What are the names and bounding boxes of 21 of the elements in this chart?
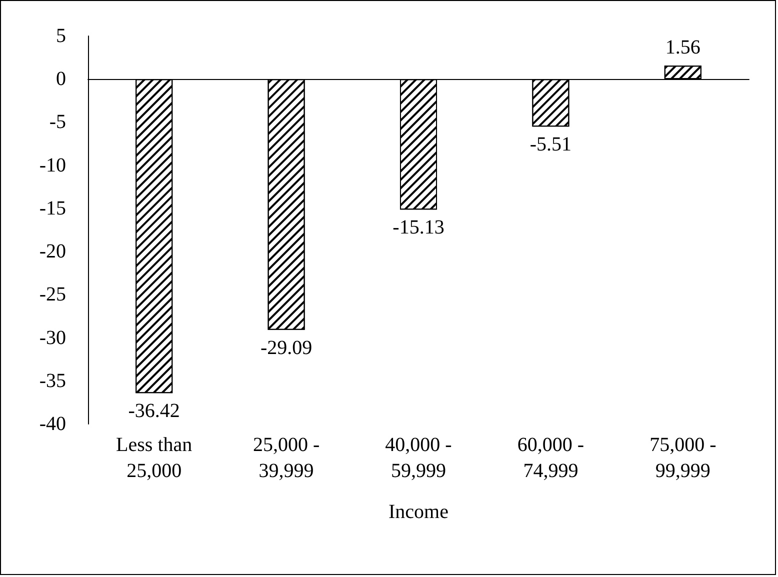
y-tick-label: -30	[39, 326, 66, 349]
x-tick-label: 40,000 - 59,999	[385, 434, 452, 482]
y-tick-label: -20	[39, 240, 66, 263]
y-tick-label: 0	[56, 68, 66, 90]
x-tick-label: 75,000 - 99,999	[650, 434, 716, 482]
y-tick-label: -5	[49, 111, 66, 134]
data-label: -15.13	[392, 216, 444, 239]
data-label: -36.42	[128, 400, 180, 422]
data-label: -5.51	[530, 134, 572, 156]
data-label: 1.56	[665, 36, 700, 59]
x-tick-label: Less than 25,000	[116, 434, 192, 482]
x-tick-label: 25,000 - 39,999	[252, 434, 320, 482]
y-tick-label: -40	[39, 413, 66, 435]
y-tick-label: 5	[56, 25, 66, 47]
x-axis-title: Income	[388, 501, 449, 523]
y-tick-label: -25	[39, 284, 66, 306]
x-tick-label: 60,000 - 74,999	[517, 434, 584, 482]
y-tick-label: -15	[39, 197, 66, 220]
data-label: -29.09	[260, 336, 312, 359]
y-tick-label: -35	[39, 370, 66, 392]
y-tick-label: -10	[39, 154, 66, 176]
